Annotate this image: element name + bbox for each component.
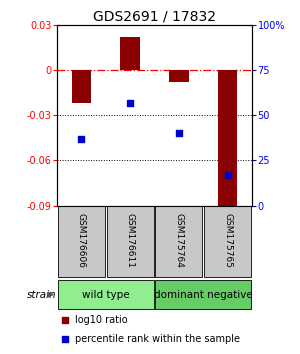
Bar <box>169 70 189 82</box>
Point <box>128 100 133 105</box>
Bar <box>58 280 154 309</box>
Text: dominant negative: dominant negative <box>154 290 253 299</box>
Bar <box>120 37 140 70</box>
Bar <box>204 206 251 278</box>
Text: GSM175764: GSM175764 <box>174 213 183 268</box>
Point <box>176 131 181 136</box>
Point <box>62 317 67 322</box>
Text: log10 ratio: log10 ratio <box>74 315 127 325</box>
Bar <box>107 206 154 278</box>
Text: GSM175765: GSM175765 <box>223 213 232 268</box>
Text: GSM176611: GSM176611 <box>126 213 135 268</box>
Point <box>79 136 84 142</box>
Point <box>225 172 230 178</box>
Point <box>62 337 67 342</box>
Text: strain: strain <box>26 290 56 299</box>
Bar <box>155 280 251 309</box>
Bar <box>58 206 105 278</box>
Bar <box>218 70 237 206</box>
Bar <box>72 70 91 103</box>
Text: GSM176606: GSM176606 <box>77 213 86 268</box>
Text: wild type: wild type <box>82 290 130 299</box>
Title: GDS2691 / 17832: GDS2691 / 17832 <box>93 10 216 24</box>
Bar <box>155 206 202 278</box>
Text: percentile rank within the sample: percentile rank within the sample <box>74 335 240 344</box>
